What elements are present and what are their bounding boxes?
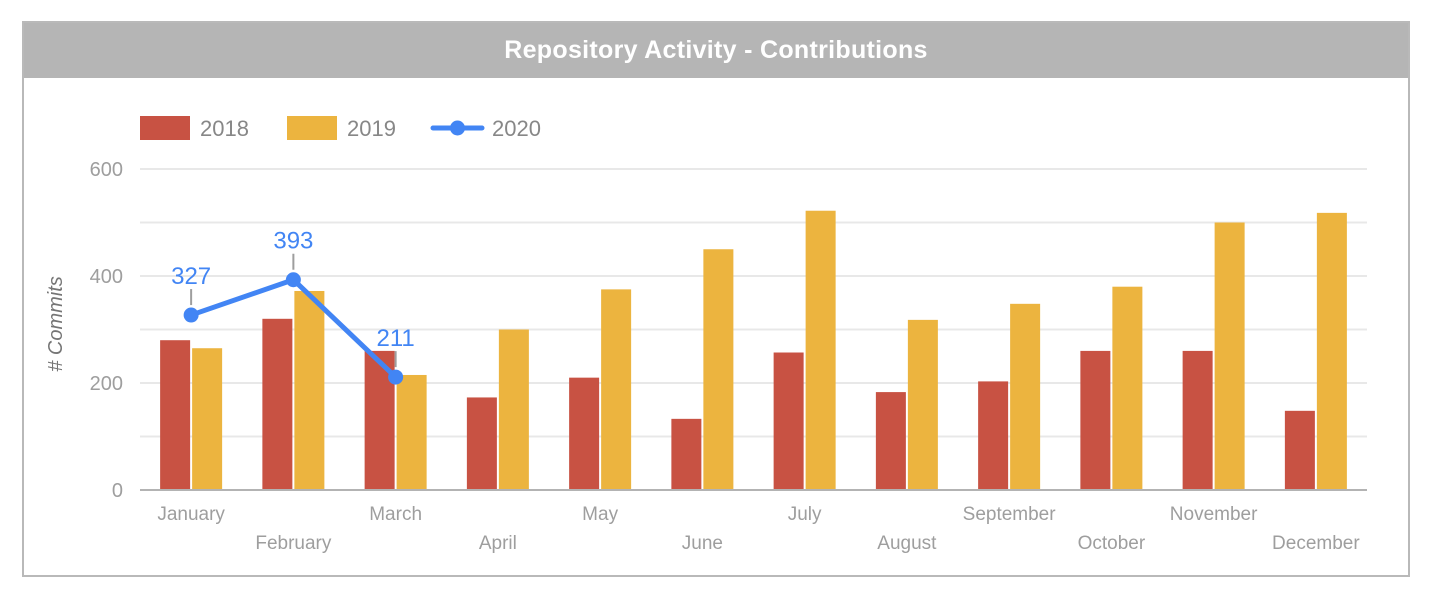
bar-2018-october[interactable]: [1080, 350, 1111, 490]
bar-2018-june[interactable]: [671, 418, 702, 490]
chart-title: Repository Activity - Contributions: [504, 36, 928, 64]
bar-2019-february[interactable]: [294, 290, 325, 490]
y-tick-label-200: 200: [90, 373, 123, 395]
x-axis-label-february: February: [255, 533, 332, 554]
x-axis-label-november: November: [1170, 504, 1258, 525]
bar-2018-january[interactable]: [160, 340, 191, 490]
chart-canvas: 0 200 400 600 # Commits January February March A…: [45, 116, 1367, 554]
bar-2019-december[interactable]: [1316, 212, 1347, 490]
data-point-2020-january[interactable]: [183, 307, 199, 323]
x-axis-label-june: June: [682, 533, 723, 554]
x-axis-label-september: September: [963, 504, 1057, 525]
bar-2018-september[interactable]: [978, 381, 1009, 490]
data-point-label-february: 393: [273, 228, 313, 255]
x-axis-label-july: July: [788, 504, 822, 525]
legend-swatch-2019[interactable]: [287, 116, 337, 140]
legend-label-2018[interactable]: 2018: [200, 116, 249, 141]
legend-label-2019[interactable]: 2019: [347, 116, 396, 141]
x-axis-label-april: April: [479, 533, 517, 554]
bar-2018-july[interactable]: [773, 352, 804, 490]
bar-2019-june[interactable]: [703, 249, 734, 490]
x-axis-label-may: May: [582, 504, 618, 525]
data-point-2020-march[interactable]: [388, 369, 404, 385]
bar-2019-january[interactable]: [192, 348, 223, 490]
bar-2018-december[interactable]: [1284, 410, 1315, 490]
data-point-label-march: 211: [376, 325, 414, 352]
y-tick-label-600: 600: [90, 159, 123, 181]
data-point-2020-february[interactable]: [285, 272, 301, 288]
chart-card: Repository Activity - Contributions 0 200…: [22, 21, 1410, 577]
x-axis-label-march: March: [369, 504, 422, 525]
legend-swatch-2018[interactable]: [140, 116, 190, 140]
bar-2019-september[interactable]: [1010, 303, 1041, 490]
data-point-label-january: 327: [171, 263, 211, 290]
bar-2018-november[interactable]: [1182, 350, 1213, 490]
bar-2019-august[interactable]: [907, 319, 938, 490]
y-tick-label-0: 0: [112, 480, 123, 502]
x-axis-label-august: August: [877, 533, 937, 554]
chart-title-bar: Repository Activity - Contributions: [24, 23, 1408, 78]
x-axis-label-january: January: [157, 504, 225, 525]
bar-2019-october[interactable]: [1112, 286, 1143, 490]
bar-2019-march[interactable]: [396, 374, 427, 490]
x-axis-label-december: December: [1272, 533, 1360, 554]
bar-2019-november[interactable]: [1214, 222, 1245, 491]
bar-2018-february[interactable]: [262, 318, 293, 490]
bar-2019-july[interactable]: [805, 210, 836, 491]
bar-2018-august[interactable]: [875, 392, 906, 490]
legend-point-2020[interactable]: [450, 120, 465, 136]
x-axis-label-october: October: [1078, 533, 1146, 554]
y-tick-label-400: 400: [90, 266, 123, 288]
bar-2018-may[interactable]: [569, 377, 600, 490]
bar-2018-april[interactable]: [466, 397, 497, 490]
bar-2019-may[interactable]: [601, 289, 632, 490]
bar-2019-april[interactable]: [498, 329, 529, 491]
chart-area: 0 200 400 600 # Commits January February March A…: [24, 78, 1408, 575]
legend-label-2020[interactable]: 2020: [492, 116, 541, 141]
y-axis-title: # Commits: [45, 276, 67, 372]
